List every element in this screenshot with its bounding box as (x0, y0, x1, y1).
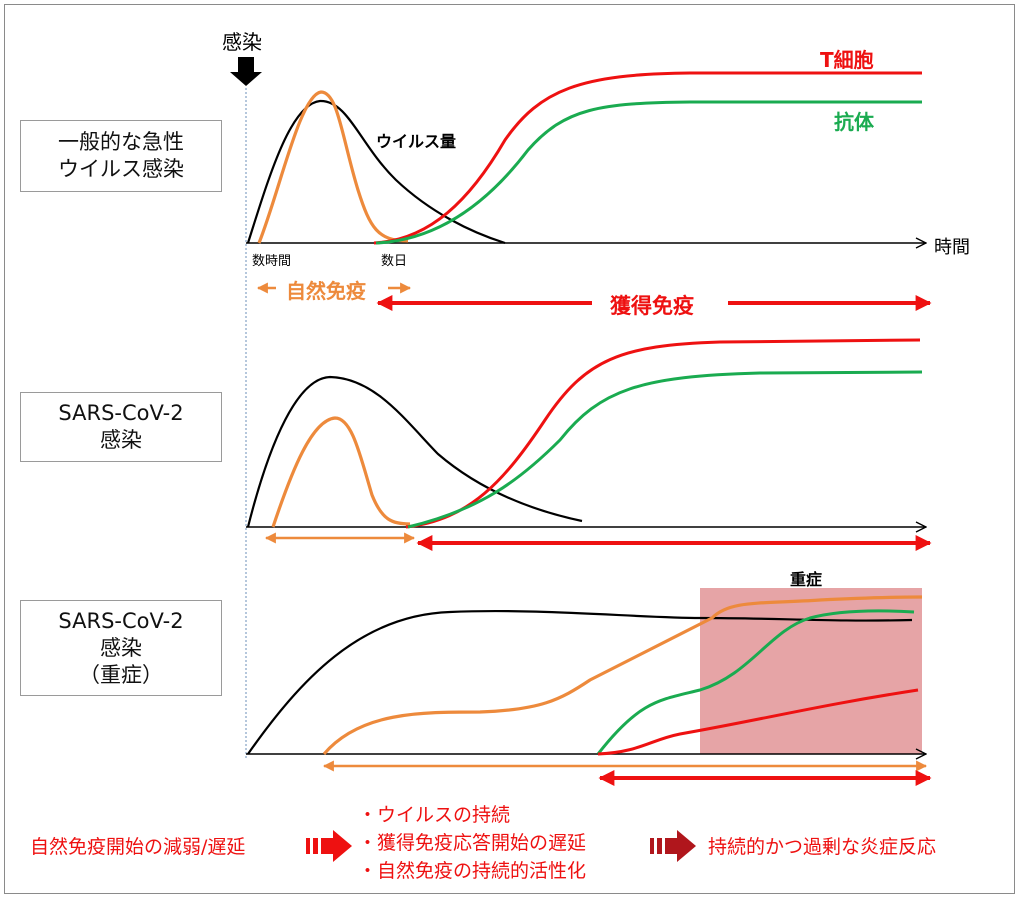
summary-bullet: ・自然免疫の持続的活性化 (358, 860, 587, 882)
panel-label-line: ウイルス感染 (58, 157, 184, 181)
virus-label: ウイルス量 (376, 132, 457, 151)
antibody-label: 抗体 (834, 110, 874, 134)
virus-curve-3 (247, 609, 913, 755)
panel-label-line: 感染 (100, 635, 142, 660)
tcell-label: T細胞 (820, 48, 874, 72)
figure-frame (4, 4, 1015, 894)
summary-bullet: ・獲得免疫応答開始の遅延 (358, 832, 587, 854)
severe-region (700, 588, 922, 754)
innate-curve-1 (257, 90, 409, 244)
summary-bullet: ・ウイルスの持続 (358, 804, 511, 826)
innate-curve-2 (271, 416, 411, 528)
panel-label-line: 一般的な急性 (58, 130, 184, 154)
panel-label-acute-infection: 一般的な急性 ウイルス感染 (20, 120, 222, 192)
summary-arrow-2-icon (650, 830, 696, 862)
panel-label-sars-cov-2-severe: SARS-CoV-2 感染 （重症） (20, 600, 222, 696)
virus-curve-2 (246, 375, 583, 528)
summary-arrow-1-icon (306, 830, 352, 862)
virus-curve-1 (246, 99, 506, 245)
innate-phase-label: 自然免疫 (286, 279, 366, 303)
tick-hours-label: 数時間 (252, 254, 292, 269)
infection-arrow-icon (230, 57, 262, 86)
panel-label-line: SARS-CoV-2 (58, 608, 184, 633)
severe-label: 重症 (790, 570, 823, 589)
panel-label-line: 感染 (100, 428, 142, 452)
innate-curve-3 (322, 595, 923, 756)
tick-days-label: 数日 (381, 254, 408, 269)
time-axis-label: 時間 (934, 237, 970, 258)
tcell-curve-1 (373, 71, 922, 245)
antibody-curve-2 (407, 370, 923, 529)
antibody-curve-3 (596, 609, 915, 755)
acquired-phase-label: 獲得免疫 (610, 294, 694, 318)
summary-left-text: 自然免疫開始の減弱/遅延 (30, 836, 246, 858)
panel-label-line: SARS-CoV-2 (58, 401, 184, 425)
tcell-curve-3 (597, 688, 919, 756)
summary-right-text: 持続的かつ過剰な炎症反応 (708, 836, 937, 858)
panel-label-sars-cov-2: SARS-CoV-2 感染 (20, 392, 222, 462)
antibody-curve-1 (375, 100, 922, 245)
panel-label-line: （重症） (79, 662, 163, 687)
infection-label: 感染 (222, 30, 262, 54)
